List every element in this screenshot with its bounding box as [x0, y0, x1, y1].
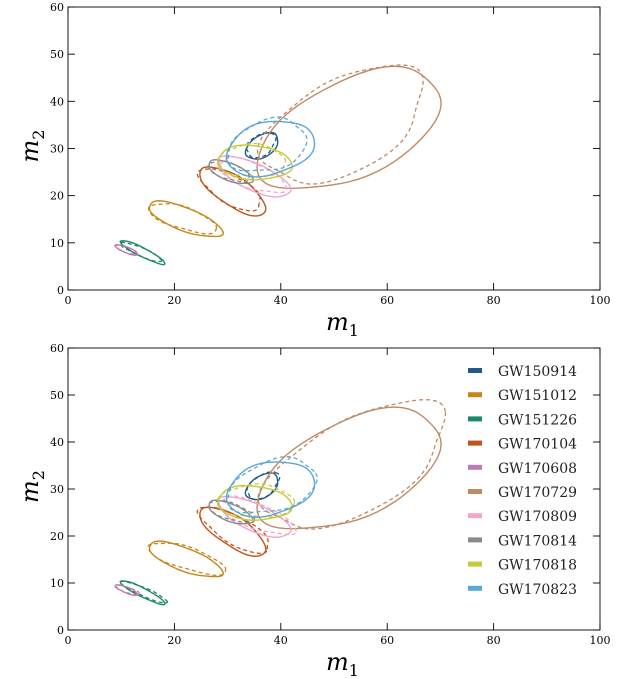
contour-gw150914-dashed	[245, 132, 277, 159]
legend-swatch-gw170814	[468, 537, 482, 543]
contour-gw151012-solid	[148, 540, 225, 578]
y-tick-label: 50	[50, 48, 64, 61]
y-axis-label: m2	[16, 470, 48, 503]
x-axis-label: m1	[326, 648, 359, 679]
y-axis-label-subscript: 2	[29, 470, 48, 480]
x-axis-label: m1	[326, 308, 359, 340]
x-tick-label: 0	[65, 294, 72, 307]
legend-swatch-gw170104	[468, 440, 482, 446]
x-tick-label: 100	[590, 634, 611, 647]
legend-swatch-gw170729	[468, 489, 482, 494]
contours	[114, 64, 442, 266]
contour-gw170608-dashed	[114, 244, 137, 255]
legend-label-gw150914: GW150914	[498, 364, 577, 380]
y-tick-label: 50	[50, 389, 64, 402]
y-tick-label: 20	[50, 530, 64, 543]
x-axis-label-subscript: 1	[349, 321, 359, 340]
x-tick-label: 80	[487, 294, 501, 307]
contour-gw170823-dashed	[227, 116, 308, 172]
x-tick-label: 100	[590, 294, 611, 307]
contour-gw151226-dashed	[119, 241, 163, 263]
legend-swatch-gw151226	[468, 416, 482, 422]
x-axis-label-subscript: 1	[349, 661, 359, 679]
x-tick-label: 20	[167, 634, 181, 647]
y-tick-label: 0	[57, 284, 64, 297]
legend-swatch-gw170608	[468, 464, 482, 470]
legend: GW150914 GW151012 GW151226 GW170104 GW170608…	[468, 364, 577, 598]
y-tick-label: 10	[50, 577, 64, 590]
y-axis-label-symbol: m	[16, 480, 44, 503]
legend-label-gw170608: GW170608	[498, 461, 577, 477]
y-tick-label: 60	[50, 342, 64, 355]
x-tick-label: 60	[380, 294, 394, 307]
legend-label-gw170823: GW170823	[498, 582, 577, 598]
contour-gw170104-solid	[199, 506, 267, 557]
x-tick-label: 40	[274, 294, 288, 307]
contour-gw151012-dashed	[147, 542, 227, 577]
contours	[113, 399, 447, 606]
legend-swatch-gw150914	[468, 368, 482, 373]
contour-gw170104-solid	[199, 166, 267, 217]
legend-swatch-gw170823	[468, 585, 482, 591]
y-tick-label: 30	[50, 483, 64, 496]
y-axis-label: m2	[16, 130, 48, 163]
contour-gw170608-dashed	[113, 584, 140, 596]
x-tick-label: 80	[487, 634, 501, 647]
contour-gw150914-dashed	[246, 471, 281, 501]
contour-gw170809-dashed	[218, 156, 288, 194]
legend-label-gw151012: GW151012	[498, 388, 577, 404]
contour-gw170814-dashed	[207, 500, 256, 524]
contour-gw151226-dashed	[119, 580, 169, 604]
contour-gw170104-dashed	[196, 506, 269, 555]
contour-gw170104-dashed	[196, 168, 261, 212]
y-axis-label-subscript: 2	[29, 130, 48, 140]
x-axis-label-symbol: m	[326, 648, 349, 676]
y-tick-label: 0	[57, 624, 64, 637]
x-tick-label: 60	[380, 634, 394, 647]
y-tick-label: 10	[50, 237, 64, 250]
contour-gw170814-solid	[208, 499, 254, 525]
contour-gw170608-solid	[114, 584, 139, 597]
y-tick-label: 60	[50, 1, 64, 14]
legend-swatch-gw170818	[468, 561, 482, 567]
x-tick-label: 0	[65, 634, 72, 647]
contour-gw170823-solid	[225, 461, 316, 519]
legend-label-gw170104: GW170104	[498, 437, 577, 453]
legend-label-gw170814: GW170814	[498, 533, 577, 549]
legend-label-gw170809: GW170809	[498, 509, 577, 525]
legend-label-gw170729: GW170729	[498, 485, 577, 501]
x-tick-label: 40	[274, 634, 288, 647]
legend-label-gw151226: GW151226	[498, 412, 577, 428]
y-axis-label-symbol: m	[16, 140, 44, 163]
y-tick-label: 20	[50, 190, 64, 203]
contour-gw170823-dashed	[227, 455, 318, 514]
contour-gw151012-solid	[148, 200, 225, 238]
y-tick-label: 30	[50, 143, 64, 156]
contour-gw170818-dashed	[217, 142, 287, 178]
plot-frame	[67, 6, 601, 291]
contour-gw170818-dashed	[217, 483, 296, 518]
contour-gw170818-solid	[216, 484, 293, 521]
legend-swatch-gw170809	[468, 513, 482, 519]
contour-gw170729-dashed	[256, 64, 424, 185]
contour-gw151012-dashed	[147, 203, 218, 235]
contour-gw170823-solid	[225, 120, 316, 178]
y-tick-label: 40	[50, 436, 64, 449]
contour-gw150914-solid	[244, 131, 279, 160]
x-tick-label: 20	[167, 294, 181, 307]
x-axis-label-symbol: m	[326, 308, 349, 336]
legend-label-gw170818: GW170818	[498, 558, 577, 574]
y-tick-label: 40	[50, 95, 64, 108]
legend-swatch-gw151012	[468, 392, 482, 398]
